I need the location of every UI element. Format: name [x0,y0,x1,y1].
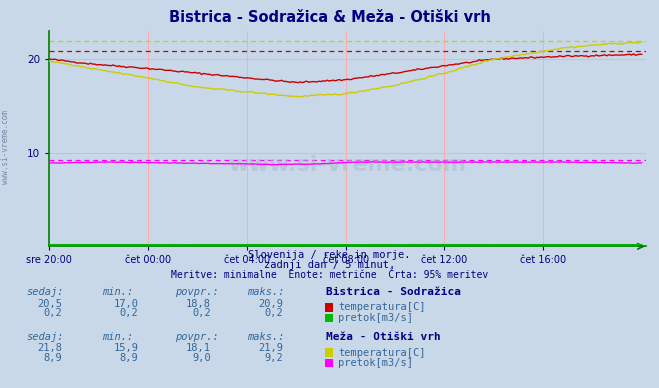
Text: temperatura[C]: temperatura[C] [338,348,426,358]
Text: 20,9: 20,9 [258,299,283,309]
Text: 0,2: 0,2 [265,308,283,319]
Text: 0,2: 0,2 [44,308,63,319]
Text: pretok[m3/s]: pretok[m3/s] [338,313,413,323]
Text: 9,0: 9,0 [192,353,211,363]
Text: Meža - Otiški vrh: Meža - Otiški vrh [326,332,441,342]
Text: 8,9: 8,9 [120,353,138,363]
Text: maks.:: maks.: [247,332,285,342]
Text: Slovenija / reke in morje.: Slovenija / reke in morje. [248,250,411,260]
Text: 8,9: 8,9 [44,353,63,363]
Text: povpr.:: povpr.: [175,332,218,342]
Text: 18,8: 18,8 [186,299,211,309]
Text: temperatura[C]: temperatura[C] [338,303,426,312]
Text: 15,9: 15,9 [113,343,138,353]
Text: 17,0: 17,0 [113,299,138,309]
Text: Bistrica - Sodražica: Bistrica - Sodražica [326,287,461,297]
Text: min.:: min.: [102,287,133,297]
Text: 0,2: 0,2 [120,308,138,319]
Text: min.:: min.: [102,332,133,342]
Text: 20,5: 20,5 [38,299,63,309]
Text: pretok[m3/s]: pretok[m3/s] [338,358,413,368]
Text: zadnji dan / 5 minut.: zadnji dan / 5 minut. [264,260,395,270]
Text: maks.:: maks.: [247,287,285,297]
Text: 18,1: 18,1 [186,343,211,353]
Text: 9,2: 9,2 [265,353,283,363]
Text: 21,9: 21,9 [258,343,283,353]
Text: 21,8: 21,8 [38,343,63,353]
Text: 0,2: 0,2 [192,308,211,319]
Text: Meritve: minimalne  Enote: metrične  Črta: 95% meritev: Meritve: minimalne Enote: metrične Črta:… [171,270,488,280]
Text: sedaj:: sedaj: [26,332,64,342]
Text: Bistrica - Sodražica & Meža - Otiški vrh: Bistrica - Sodražica & Meža - Otiški vrh [169,10,490,25]
Text: povpr.:: povpr.: [175,287,218,297]
Text: sedaj:: sedaj: [26,287,64,297]
Text: www.si-vreme.com: www.si-vreme.com [1,111,10,184]
Text: www.si-vreme.com: www.si-vreme.com [229,154,467,175]
